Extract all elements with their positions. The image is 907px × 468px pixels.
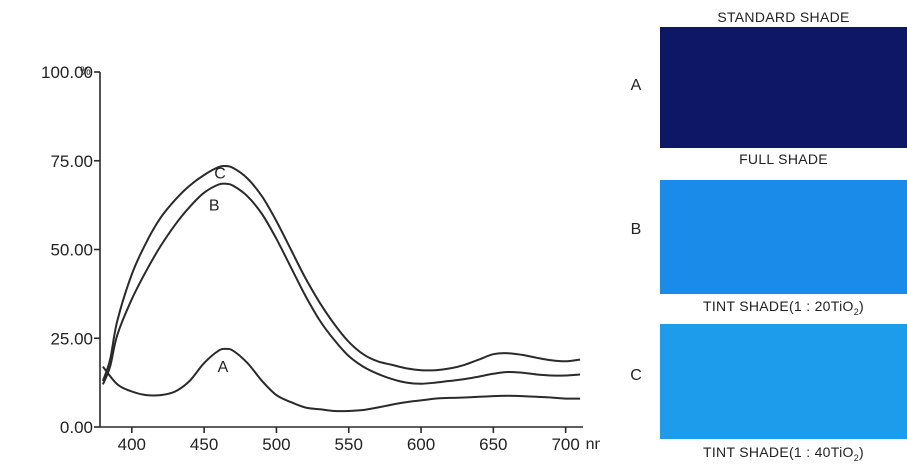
curve-label-a: A bbox=[218, 359, 229, 376]
swatch-c-letter: C bbox=[630, 367, 642, 384]
x-tick-label: 450 bbox=[190, 435, 218, 454]
axes: 0.00 25.00 50.00 75.00 100.00% 400 450 500 550 60… bbox=[41, 63, 600, 454]
x-tick-label: 500 bbox=[262, 435, 290, 454]
swatch-b bbox=[660, 180, 907, 294]
swatch-c-caption-close: ) bbox=[859, 444, 864, 460]
swatch-b-caption-subscript: 2 bbox=[853, 306, 860, 317]
swatch-b-letter: B bbox=[630, 221, 642, 238]
curve-label-b: B bbox=[209, 197, 220, 214]
spectrum-chart: 0.00 25.00 50.00 75.00 100.00% 400 450 500 550 60… bbox=[41, 63, 600, 454]
y-unit-label: % bbox=[80, 64, 91, 78]
curve-label-c: C bbox=[214, 166, 226, 183]
curve-b bbox=[101, 182, 581, 385]
x-tick-label: 650 bbox=[479, 435, 507, 454]
swatch-a bbox=[660, 27, 907, 148]
swatch-c-caption-below: TINT SHADE(1 : 40TiO2) bbox=[660, 444, 907, 463]
curve-c bbox=[101, 165, 581, 382]
swatch-b-caption-text: TINT SHADE(1 : 20TiO bbox=[703, 298, 854, 314]
swatch-a-caption-above: STANDARD SHADE bbox=[717, 9, 850, 25]
swatch-b-caption-above: FULL SHADE bbox=[739, 151, 828, 167]
curves bbox=[101, 165, 581, 413]
swatch-b-caption-close: ) bbox=[859, 298, 864, 314]
x-tick-label: 400 bbox=[118, 435, 146, 454]
x-tick-label: 600 bbox=[407, 435, 435, 454]
y-tick-label: 0.00 bbox=[60, 418, 93, 437]
swatch-a-letter: A bbox=[630, 77, 642, 94]
y-tick-label: 50.00 bbox=[50, 241, 93, 260]
swatch-b-caption-below: TINT SHADE(1 : 20TiO2) bbox=[660, 298, 907, 317]
swatch-c-caption-subscript: 2 bbox=[853, 452, 860, 463]
y-tick-label: 25.00 bbox=[50, 329, 93, 348]
x-tick-label: 700 bbox=[551, 435, 579, 454]
y-tick-label: 75.00 bbox=[50, 152, 93, 171]
curve-labels: A BC bbox=[209, 166, 229, 376]
x-unit-label: nm bbox=[586, 436, 600, 453]
x-tick-label: 550 bbox=[335, 435, 363, 454]
curve-a bbox=[102, 347, 581, 413]
swatch-c bbox=[660, 324, 907, 439]
y-tick-label: 100.00 bbox=[41, 63, 93, 82]
swatch-c-caption-text: TINT SHADE(1 : 40TiO bbox=[703, 444, 854, 460]
